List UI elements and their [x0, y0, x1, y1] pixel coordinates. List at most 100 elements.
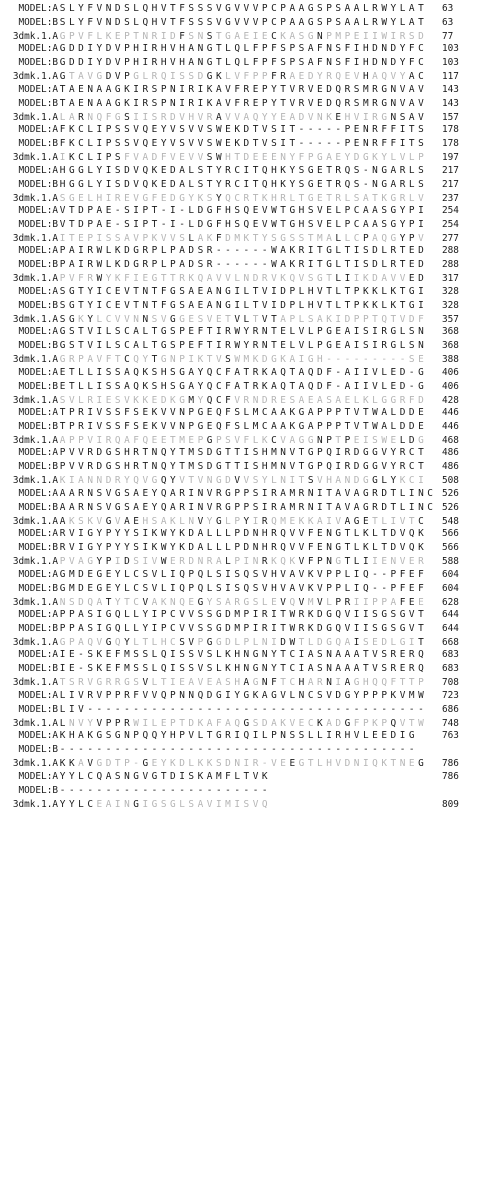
alignment-block: MODEL:A G M D E G E Y L C S V L I Q P Q L S I S Q S V H V A V K V P P L I… — [0, 568, 477, 610]
residue-count: 708 — [442, 677, 459, 689]
sequence-label: MODEL:B — [18, 582, 58, 594]
sequence-label: MODEL:B — [18, 57, 58, 69]
residue-count: 357 — [442, 313, 459, 325]
residue-count: 628 — [442, 596, 459, 608]
alignment-row: MODEL:B P A I R W L K D G R P L P A D S R - - - - - - W A K R I T G L T I… — [0, 258, 477, 272]
residue-count: 508 — [442, 475, 459, 487]
sequence-label: 3dmk.1.A — [12, 475, 58, 487]
sequence-label: 3dmk.1.A — [12, 111, 58, 123]
sequence-label: 3dmk.1.A — [12, 556, 58, 568]
sequence-residues: --------------------------------------- — [59, 744, 415, 756]
residue-count: 566 — [442, 542, 459, 554]
alignment-row: MODEL:B S G T Y I C E V T N T F G S A E A N G I L T V I D P L H V T L T P… — [0, 299, 477, 313]
sequence-label: 3dmk.1.A — [12, 677, 58, 689]
residue-count: 786 — [442, 770, 459, 782]
residue-count: 644 — [442, 623, 459, 634]
alignment-block: MODEL:A R V I G Y P Y Y S I K W Y K D A L L L P D N H R Q V V F E N G T L… — [0, 527, 477, 569]
residue-count: 143 — [442, 97, 459, 109]
residue-count: 446 — [442, 421, 459, 432]
sequence-label: 3dmk.1.A — [12, 515, 58, 527]
residue-count: 723 — [442, 689, 459, 701]
alignment-row: 3dmk.1.A A K S K V G V A E H S A K L N V Y G L P Y I R Q M E K K A I V A… — [0, 515, 477, 529]
sequence-label: MODEL:B — [18, 178, 58, 190]
alignment-block: MODEL:A I E - S K E F M S S L Q I S S V S L K H N G N Y T C I A S N A A A… — [0, 648, 477, 690]
residue-count: 686 — [442, 703, 459, 715]
alignment-row: MODEL:B H G G L Y I S D V Q K E D A L S T Y R C I T Q H K Y S G E T R Q S… — [0, 178, 477, 192]
sequence-label: MODEL:A — [18, 205, 58, 216]
residue-count: 566 — [442, 528, 459, 540]
sequence-label: 3dmk.1.A — [12, 192, 58, 204]
alignment-row: 3dmk.1.A S V L R I E S V K K E D K G M Y Q C F V R N D R E S A E A S A E… — [0, 394, 477, 408]
residue-count: 328 — [442, 285, 459, 297]
sequence-label: MODEL:B — [18, 461, 58, 473]
residue-count: 217 — [442, 178, 459, 190]
sequence-label: MODEL:A — [18, 609, 58, 620]
alignment-row: MODEL:B G M D E G E Y L C S V L I Q P Q L S I S Q S V H V A V K V P P L I… — [0, 582, 477, 596]
sequence-label: MODEL:B — [18, 784, 58, 796]
sequence-label: MODEL:A — [18, 164, 58, 176]
sequence-label: MODEL:B — [18, 501, 58, 513]
residue-count: 103 — [442, 57, 459, 69]
alignment-row: MODEL:A G S T V I L S C A L T G S P E F T I R W Y R N T E L V L P G E A I… — [0, 325, 477, 339]
sequence-label: 3dmk.1.A — [12, 354, 58, 366]
alignment-block: MODEL:A P A I R W L K D G R P L P A D S R - - - - - - W A K R I T G L T I… — [0, 244, 477, 286]
alignment-block: MODEL:A F K C L I P S S V Q E Y V S V V S W E K D T V S I T - - - - - P E… — [0, 123, 477, 165]
residue-count: 486 — [442, 461, 459, 473]
sequence-label: 3dmk.1.A — [12, 717, 58, 729]
residue-count: 143 — [442, 83, 459, 95]
sequence-label: MODEL:B — [18, 703, 58, 715]
alignment-row: 3dmk.1.A N S D Q A T Y T C V A K N Q E G Y S A R G S L E V Q V M V L P R… — [0, 596, 477, 610]
alignment-block: MODEL:A K H A K G S G N P Q Q Y H P V L T G R I Q I L P N S S L L I R H V… — [0, 729, 477, 771]
sequence-label: MODEL:A — [18, 245, 58, 257]
residue-count: 288 — [442, 259, 459, 271]
residue-count: 178 — [442, 138, 459, 150]
sequence-label: 3dmk.1.A — [12, 273, 58, 285]
sequence-label: MODEL:A — [18, 83, 58, 95]
residue-count: 763 — [442, 730, 459, 742]
alignment-row: MODEL:A K H A K G S G N P Q Q Y H P V L T G R I Q I L P N S S L L I R H V… — [0, 729, 477, 743]
sequence-label: 3dmk.1.A — [12, 31, 58, 42]
alignment-row: 3dmk.1.A G P V F L K E P T N R I D F S N S T G A E I E C K A S G N P M P… — [0, 30, 477, 44]
alignment-row: 3dmk.1.A I K C L I P S F V A D F V E V V S W H T D E E E N Y F P G A E Y… — [0, 151, 477, 165]
residue-count: 748 — [442, 717, 459, 729]
alignment-row: 3dmk.1.A K I A N N D R Y Q V G Q Y V T V N G D V V S Y L N I T S V H A N… — [0, 474, 477, 488]
alignment-row: MODEL:A S L Y F V N D S L Q H V T F S S S V G V V V P C P A A G S P S A A… — [0, 2, 477, 16]
sequence-label: MODEL:B — [18, 17, 58, 28]
alignment-block: MODEL:A S L Y F V N D S L Q H V T F S S S V G V V V P C P A A G S P S A A… — [0, 2, 477, 44]
alignment-row: MODEL:B - - - - - - - - - - - - - - - - - - - - - - - - - - - - - - - - -… — [0, 743, 477, 757]
alignment-block: MODEL:A A A R N S V G S A E Y Q A R I N V R G P P S I R A M R N I T A V A… — [0, 487, 477, 529]
alignment-row: MODEL:A H G G L Y I S D V Q K E D A L S T Y R C I T Q H K Y S G E T R Q S… — [0, 164, 477, 178]
alignment-block: MODEL:A P P A S I G Q L L Y I P C V V S S G D M P I R I T W R K D G Q V I… — [0, 608, 477, 650]
sequence-label: MODEL:B — [18, 421, 58, 432]
sequence-label: MODEL:A — [18, 649, 58, 661]
residue-count: 644 — [442, 609, 459, 620]
sequence-label: MODEL:A — [18, 770, 58, 782]
residue-count: 809 — [442, 798, 459, 810]
alignment-block: MODEL:A P V V R D G S H R T N Q Y T M S D G T T I S H M N V T G P Q I R D… — [0, 446, 477, 488]
alignment-row: 3dmk.1.A G P A Q V G Q Y L T L H C S V P G G D L P L N I D W T L D G Q A… — [0, 636, 477, 650]
sequence-label: MODEL:B — [18, 623, 58, 634]
residue-count: 604 — [442, 582, 459, 594]
sequence-label: MODEL:A — [18, 366, 58, 378]
sequence-label: 3dmk.1.A — [12, 313, 58, 325]
alignment-row: MODEL:B T A E N A A G K I R S P N I R I K A V F R E P Y T V R V E D Q R S… — [0, 97, 477, 111]
alignment-row: MODEL:A I E - S K E F M S S L Q I S S V S L K H N G N Y T C I A S N A A A… — [0, 648, 477, 662]
